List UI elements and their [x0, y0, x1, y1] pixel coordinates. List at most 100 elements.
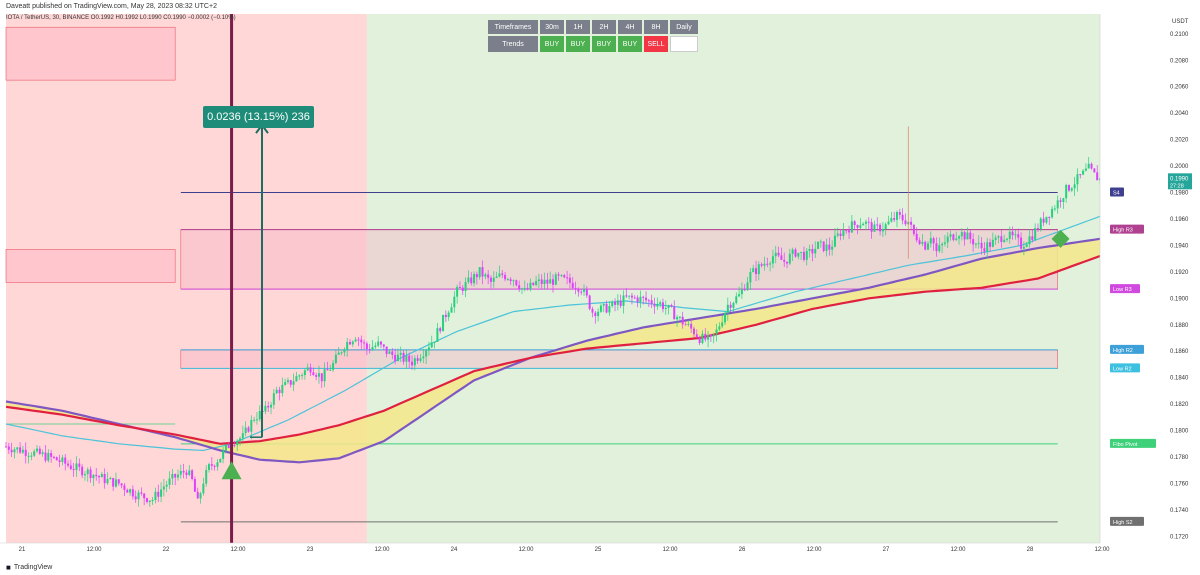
y-tick-label: 0.2100: [1170, 32, 1189, 38]
candle-body: [611, 301, 614, 307]
signal-30m: BUY: [540, 36, 564, 52]
candle-body: [1062, 198, 1065, 202]
y-tick-label: 0.2080: [1170, 58, 1189, 64]
candle-body: [1096, 172, 1099, 181]
candle-body: [704, 333, 707, 340]
candle-body: [529, 282, 532, 290]
signal-8h: SELL: [644, 36, 668, 52]
candle-body: [278, 389, 281, 394]
candle-body: [898, 212, 901, 215]
candle-body: [492, 277, 495, 282]
candle-body: [958, 236, 961, 239]
candle-body: [165, 484, 168, 487]
candle-body: [368, 348, 371, 351]
candle-body: [952, 234, 955, 241]
candle-body: [794, 249, 797, 257]
trends-label: Trends: [488, 36, 538, 52]
candle-body: [814, 248, 817, 254]
level-tag: [1110, 187, 1124, 197]
candle-body: [27, 455, 30, 457]
candle-body: [850, 221, 853, 233]
candle-body: [61, 457, 64, 462]
candle-body: [160, 489, 163, 497]
candle-body: [1067, 184, 1070, 191]
candle-body: [808, 249, 811, 251]
candle-body: [574, 288, 577, 290]
candle-body: [667, 305, 670, 308]
candle-body: [134, 496, 137, 500]
candle-body: [365, 343, 368, 349]
buy-triangle-marker: [221, 461, 242, 480]
candle-body: [1087, 163, 1090, 169]
candle-body: [549, 279, 552, 284]
candle-body: [698, 337, 701, 344]
candle-body: [515, 280, 518, 286]
candle-body: [949, 234, 952, 237]
candle-body: [126, 489, 129, 493]
axis-currency: USDT: [1172, 19, 1189, 25]
trend-table-signal-row: Trends BUY BUY BUY BUY SELL: [488, 36, 698, 52]
candle-body: [563, 275, 566, 278]
candle-body: [927, 243, 930, 250]
candle-body: [969, 232, 972, 240]
candle-body: [1025, 244, 1028, 247]
candle-body: [633, 297, 636, 299]
candle-body: [1005, 238, 1008, 240]
y-tick-label: 0.1840: [1170, 376, 1189, 382]
candle-body: [946, 236, 949, 243]
candle-body: [408, 355, 411, 362]
candle-body: [433, 341, 436, 343]
level-tag: [1110, 363, 1140, 373]
candle-body: [41, 452, 44, 454]
purple-ma-line: [5, 237, 1101, 464]
candle-body: [749, 272, 752, 283]
band-top-left: [5, 26, 176, 81]
candle-body: [140, 492, 143, 494]
candle-body: [83, 474, 86, 476]
candle-body: [876, 224, 879, 226]
candle-body: [117, 479, 120, 484]
tradingview-logo: ■ TradingView: [6, 563, 52, 572]
candle-body: [337, 352, 340, 355]
candle-body: [769, 263, 772, 265]
candle-body: [86, 469, 89, 475]
candle-body: [258, 410, 261, 420]
candle-body: [484, 274, 487, 277]
x-tick-label: 12:00: [86, 547, 102, 553]
candle-body: [447, 312, 450, 318]
candle-body: [591, 308, 594, 313]
candle-body: [374, 345, 377, 348]
candle-body: [512, 280, 515, 282]
candle-body: [422, 356, 425, 359]
y-tick-label: 0.2020: [1170, 138, 1189, 144]
candle-body: [236, 440, 239, 446]
candle-body: [219, 458, 222, 463]
brand-text: TradingView: [13, 564, 53, 571]
candle-body: [487, 274, 490, 278]
candle-body: [52, 456, 55, 458]
candle-body: [546, 279, 549, 284]
candle-body: [1017, 234, 1020, 238]
candle-body: [718, 326, 721, 330]
candle-body: [281, 384, 284, 394]
x-tick-label: 12:00: [806, 547, 822, 553]
candle-body: [771, 256, 774, 264]
candle-body: [1003, 239, 1006, 242]
level-tag-text: Low R2: [1113, 366, 1132, 372]
candle-body: [599, 305, 602, 312]
candle-body: [588, 295, 591, 309]
candle-body: [642, 296, 645, 298]
candle-body: [216, 462, 219, 467]
y-tick-label: 0.1760: [1170, 481, 1189, 487]
x-tick-label: 12:00: [230, 547, 246, 553]
candle-body: [1073, 184, 1076, 189]
signal-1h: BUY: [566, 36, 590, 52]
cyan-ma-line: [5, 215, 1101, 452]
publisher-header: Daveatt published on TradingView.com, Ma…: [0, 0, 1200, 14]
candle-body: [709, 334, 712, 337]
level-tag-text: High S2: [1113, 520, 1133, 526]
candle-body: [941, 243, 944, 246]
candle-body: [1020, 237, 1023, 249]
candle-body: [817, 241, 820, 249]
